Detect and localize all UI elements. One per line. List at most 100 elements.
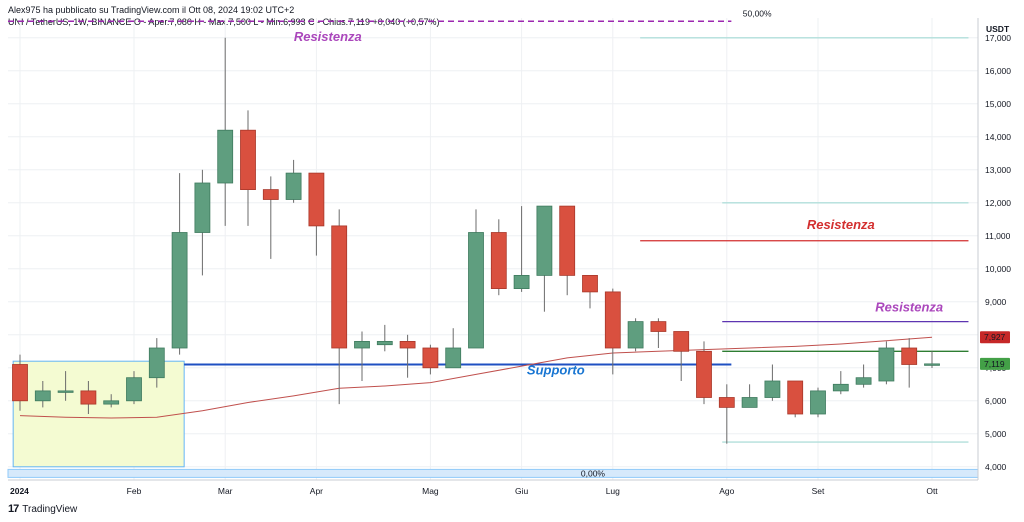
annotation-label: Resistenza: [807, 217, 875, 232]
candle-body-up: [627, 321, 644, 349]
candle: [376, 324, 393, 352]
candle-body-up: [810, 390, 826, 415]
candle-body-up: [148, 347, 165, 379]
candle-body-down: [718, 397, 735, 408]
price-tick-label: 13,000: [985, 165, 1011, 175]
candle-body-down: [559, 205, 576, 276]
time-tick-label: Mag: [422, 486, 439, 496]
candle: [832, 371, 849, 395]
tradingview-brand[interactable]: 17 TradingView: [8, 503, 77, 515]
candle-body-up: [513, 274, 530, 289]
candle-body-up: [354, 340, 370, 349]
candle-body-up: [764, 380, 781, 398]
candle-body-up: [126, 377, 142, 402]
price-badge-label: 7,927: [984, 332, 1006, 342]
tradingview-logo-icon: 17: [8, 503, 19, 515]
fib-level-label: 0,00%: [581, 468, 606, 478]
candle: [285, 159, 302, 203]
candle: [103, 394, 120, 408]
time-tick-label: Ago: [719, 486, 734, 496]
price-tick-label: 16,000: [985, 66, 1011, 76]
candle-body-down: [901, 347, 918, 365]
candle-body-up: [376, 340, 393, 346]
candle: [34, 381, 51, 408]
candle-body-down: [787, 380, 804, 415]
candle-body-down: [673, 331, 690, 352]
candle-body-down: [650, 321, 667, 332]
time-tick-label: Giu: [515, 486, 529, 496]
candle: [696, 341, 712, 405]
candle: [422, 344, 439, 375]
annotation-label: Supporto: [527, 362, 585, 377]
candle-body-up: [285, 172, 302, 200]
price-badge: [980, 357, 1010, 370]
candle: [217, 37, 234, 226]
price-tick-label: 9,000: [985, 297, 1007, 307]
candle: [513, 206, 530, 292]
candle: [901, 338, 918, 388]
candle-body-up: [468, 232, 484, 349]
candle: [194, 169, 211, 276]
candle-body-up: [445, 347, 462, 369]
candle: [764, 364, 781, 401]
candle-body-down: [12, 364, 28, 402]
candle-body-up: [832, 383, 849, 392]
candle: [673, 331, 690, 381]
candle-body-down: [80, 390, 97, 405]
candle-body-down: [582, 274, 598, 293]
time-tick-label: Feb: [127, 486, 142, 496]
time-tick-label: Ott: [926, 486, 938, 496]
price-tick-label: 4,000: [985, 462, 1007, 472]
candle-body-down: [308, 172, 325, 227]
candle: [878, 341, 895, 385]
candle: [80, 381, 97, 414]
candle: [148, 338, 165, 388]
candle: [810, 387, 826, 418]
candle-body-down: [262, 189, 279, 200]
time-tick-label: Set: [812, 486, 825, 496]
candle: [354, 331, 370, 381]
candle-body-down: [422, 347, 439, 369]
candle-body-down: [331, 225, 348, 349]
price-axis-currency: USDT: [986, 24, 1010, 34]
candle: [445, 328, 462, 369]
candle-body-up: [103, 400, 120, 405]
brand-name: TradingView: [22, 503, 78, 515]
candle-body-up: [855, 377, 872, 385]
candle-body-up: [536, 205, 553, 276]
time-tick-label: Lug: [606, 486, 620, 496]
price-tick-label: 17,000: [985, 33, 1011, 43]
annotation-label: Resistenza: [875, 300, 943, 315]
candle: [718, 384, 735, 444]
candle-body-up: [194, 182, 211, 233]
price-badge-label: 7,119: [984, 359, 1005, 369]
candle-body-up: [57, 390, 74, 393]
candle: [126, 371, 142, 405]
candle-body-up: [878, 347, 895, 382]
candle-body-down: [490, 232, 507, 289]
price-tick-label: 12,000: [985, 198, 1011, 208]
candle-body-down: [604, 291, 621, 349]
price-tick-label: 14,000: [985, 132, 1011, 142]
candle: [741, 384, 758, 408]
candle: [650, 318, 667, 348]
price-tick-label: 11,000: [985, 231, 1011, 241]
candle: [787, 380, 804, 418]
candle: [399, 334, 416, 378]
candle: [12, 354, 28, 411]
candle: [559, 205, 576, 296]
publisher-line: Alex975 ha pubblicato su TradingView.com…: [8, 5, 295, 15]
price-tick-label: 10,000: [985, 264, 1011, 274]
fib-level-band: [7, 468, 979, 478]
candle: [171, 173, 188, 355]
candle-body-up: [34, 390, 51, 402]
candle-body-down: [240, 129, 256, 190]
time-tick-label: 2024: [10, 486, 29, 496]
candle: [490, 219, 507, 296]
candle-body-up: [217, 129, 234, 184]
price-badge: [980, 331, 1010, 344]
price-tick-label: 6,000: [985, 396, 1007, 406]
candle: [57, 371, 74, 401]
range-box: [12, 360, 185, 468]
